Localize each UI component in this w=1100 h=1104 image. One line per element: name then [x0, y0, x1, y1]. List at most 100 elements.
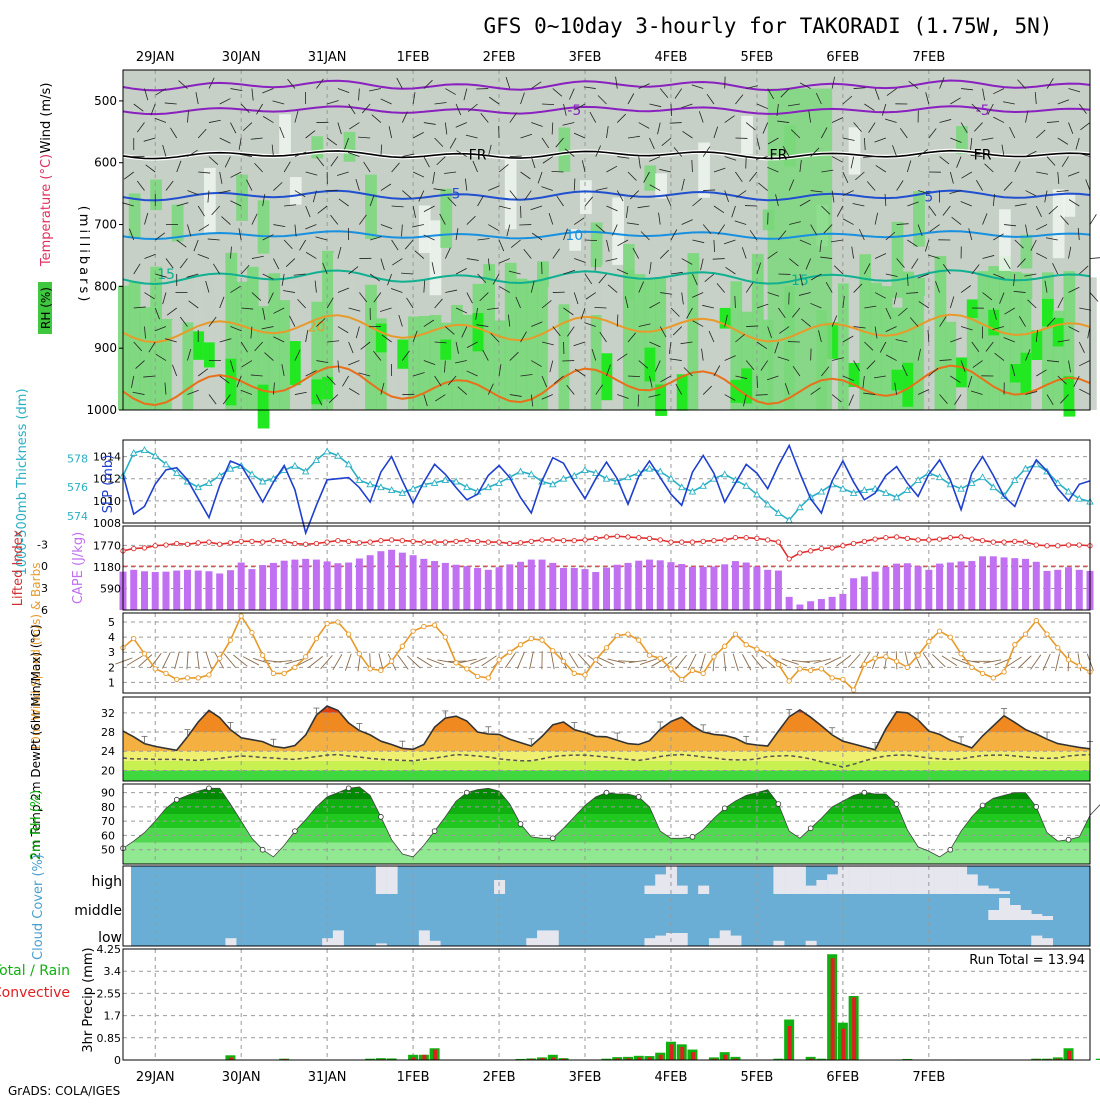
- rh-point: [174, 797, 179, 802]
- date-label-bottom: 31JAN: [308, 1070, 347, 1085]
- cape-bar: [700, 567, 707, 610]
- cloud-high-bar: [698, 886, 709, 894]
- wind-speed-line-point: [282, 671, 286, 675]
- rh-point: [1066, 837, 1071, 842]
- rh-patch-moist: [193, 331, 205, 360]
- cape-bar: [721, 564, 728, 610]
- thick-ytick: 578: [67, 453, 88, 466]
- cape-bar: [839, 594, 846, 610]
- cloud-high-bar: [978, 886, 989, 894]
- cloud-low-bar: [655, 936, 666, 946]
- upper-ytick: 500: [94, 94, 117, 108]
- temp-ytick: 20: [101, 764, 115, 777]
- date-label-bottom: 3FEB: [569, 1070, 602, 1085]
- wind-speed-line-point: [787, 679, 791, 683]
- cape-bar: [173, 571, 180, 610]
- contour-label: 20: [307, 320, 325, 336]
- cape-bar: [162, 572, 169, 610]
- wind-speed-line-point: [980, 671, 984, 675]
- li-line-point: [701, 539, 705, 543]
- cape-bar: [195, 571, 202, 610]
- cape-bar: [302, 559, 309, 610]
- temp-ytick: 32: [101, 707, 115, 720]
- wind-speed-line-point: [164, 671, 168, 675]
- wind-speed-line-point: [970, 665, 974, 669]
- rh-patch: [333, 253, 345, 410]
- cape-bar: [1001, 557, 1008, 610]
- wind-ytick: 2: [108, 661, 115, 674]
- li-line-point: [1077, 543, 1081, 547]
- wind-ytick: 4: [108, 631, 115, 644]
- precip-conv-bar: [691, 1052, 695, 1060]
- wind-speed-line-point: [132, 636, 136, 640]
- cloud-high-bar: [956, 866, 967, 894]
- contour-label: -5: [567, 103, 581, 119]
- li-line-point: [389, 538, 393, 542]
- wind-speed-line-point: [508, 650, 512, 654]
- cape-bar: [259, 565, 266, 610]
- precip-legend-convective: Convective: [0, 985, 70, 1001]
- cape-bar: [850, 578, 857, 610]
- li-line-point: [722, 538, 726, 542]
- li-line-point: [454, 539, 458, 543]
- cape-bar: [485, 570, 492, 610]
- rh-patch: [1042, 272, 1054, 410]
- rh-ylabel: 2m RH (%): [29, 790, 44, 861]
- rh-patch-moist: [311, 379, 323, 404]
- wind-speed-line-point: [1034, 618, 1038, 622]
- rh-patch-mid: [311, 136, 323, 158]
- wind-speed-line-point: [604, 646, 608, 650]
- cloud-low-bar: [720, 930, 731, 946]
- cape-bar: [377, 551, 384, 610]
- upper-side-temp: Temperature (°C): [39, 154, 54, 267]
- cloud-low-bar: [526, 938, 537, 946]
- rh-point: [604, 790, 609, 795]
- rh-patch-moist: [473, 313, 485, 351]
- rh-patch-mid: [1053, 189, 1065, 258]
- rh-ytick: 90: [101, 787, 115, 800]
- cape-bar: [141, 571, 148, 610]
- cape-bar: [925, 570, 932, 610]
- cloud-high-bar: [945, 866, 956, 894]
- cloud-row-middle: middle: [74, 903, 122, 919]
- cape-ylabel-right: CAPE (J/kg): [71, 532, 86, 604]
- wind-speed-line-point: [389, 659, 393, 663]
- cape-bar: [743, 563, 750, 610]
- thick-ytick: 574: [67, 510, 88, 523]
- li-line-point: [228, 541, 232, 545]
- cloud-low-bar: [1031, 936, 1042, 946]
- rh-point: [980, 803, 985, 808]
- li-line-point: [508, 541, 512, 545]
- li-line-point: [185, 542, 189, 546]
- date-label-top: 3FEB: [569, 50, 602, 65]
- upper-ytick: 700: [94, 218, 117, 232]
- wind-ytick: 1: [108, 676, 115, 689]
- rh-patch-moist: [967, 299, 979, 318]
- cape-bar: [571, 568, 578, 610]
- li-line-point: [776, 540, 780, 544]
- wind-speed-line-point: [465, 667, 469, 671]
- li-line-point: [497, 540, 501, 544]
- li-line-point: [916, 538, 920, 542]
- wind-speed-line-point: [346, 632, 350, 636]
- li-line-point: [980, 538, 984, 542]
- wind-speed-line-point: [830, 676, 834, 680]
- cape-bar: [936, 564, 943, 610]
- cape-bar: [786, 597, 793, 610]
- precip-ytick: 2.55: [97, 987, 122, 1000]
- cape-bar: [732, 561, 739, 610]
- upper-ytick: 800: [94, 279, 117, 293]
- cape-bar: [506, 564, 513, 610]
- cape-bar: [582, 569, 589, 610]
- rh-patch: [978, 271, 990, 410]
- rh-patch-mid: [741, 116, 753, 155]
- cloud-high-bar: [967, 874, 978, 894]
- rh-point: [346, 786, 351, 791]
- contour-label: FR: [770, 148, 788, 164]
- li-line-point: [873, 537, 877, 541]
- wind-speed-line-point: [486, 676, 490, 680]
- rh-patch: [451, 305, 463, 410]
- wind-speed-line-point: [422, 624, 426, 628]
- rh-patch: [709, 286, 721, 410]
- cape-bar: [324, 561, 331, 610]
